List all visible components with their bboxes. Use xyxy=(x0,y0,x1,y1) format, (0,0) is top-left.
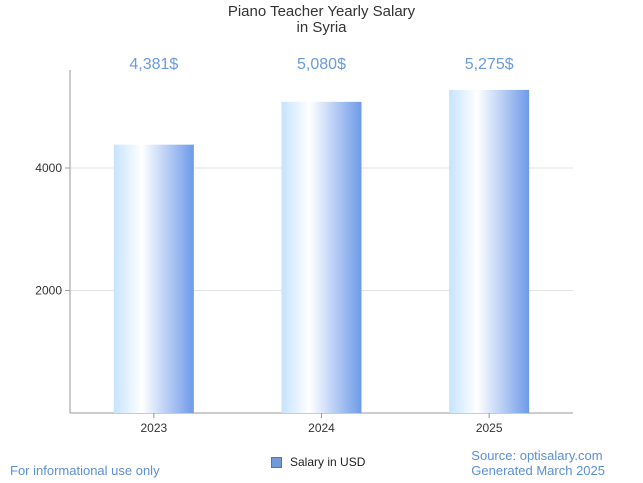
generated-date: Generated March 2025 xyxy=(471,463,605,478)
chart-title-line1: Piano Teacher Yearly Salary xyxy=(227,3,416,20)
chart-title: Piano Teacher Yearly Salary in Syria xyxy=(0,4,643,36)
data-label-2025: 5,275$ xyxy=(465,56,514,73)
chart-title-line2: in Syria xyxy=(296,19,347,36)
source-link[interactable]: Source: optisalary.com xyxy=(471,448,603,463)
legend-swatch xyxy=(271,456,282,468)
bar-2023 xyxy=(113,144,194,413)
y-tick-label: 2000 xyxy=(35,284,62,298)
legend: Salary in USD xyxy=(271,455,365,469)
x-tick-label-2024: 2024 xyxy=(308,421,335,435)
legend-label: Salary in USD xyxy=(290,455,366,469)
bar-2024 xyxy=(281,101,362,413)
source-block: Source: optisalary.com Generated March 2… xyxy=(471,448,605,478)
x-tick-label-2023: 2023 xyxy=(140,421,167,435)
info-note: For informational use only xyxy=(10,463,160,478)
labels: 2000 4000 2023 4,381$ 2024 5,080$ 2025 5,275$ xyxy=(35,56,513,435)
y-tick-label: 4000 xyxy=(35,161,62,175)
bar-2025 xyxy=(449,89,530,413)
bars xyxy=(113,89,530,413)
data-label-2023: 4,381$ xyxy=(129,56,178,73)
data-label-2024: 5,080$ xyxy=(297,56,346,73)
x-tick-label-2025: 2025 xyxy=(476,421,503,435)
